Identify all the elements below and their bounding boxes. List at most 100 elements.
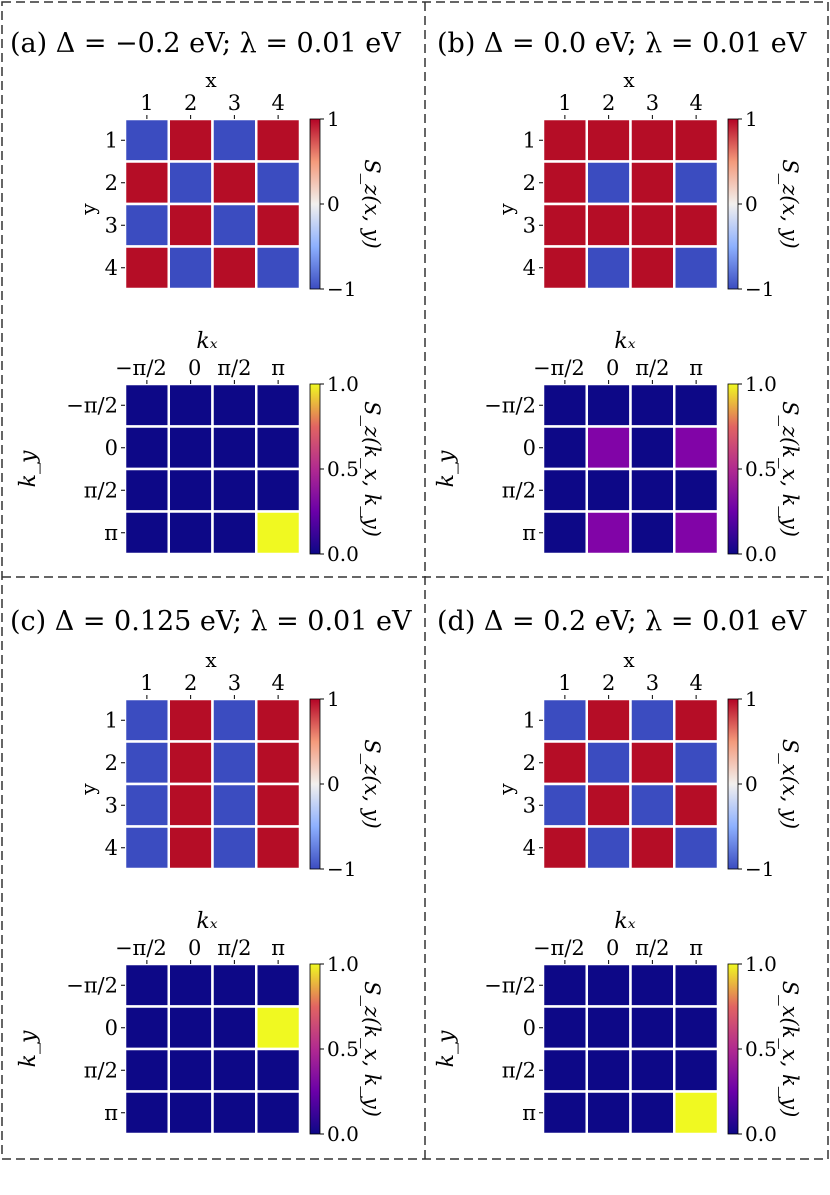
x-axis-label: x: [205, 648, 217, 672]
y-tick-label: 4: [523, 836, 536, 860]
colorbar-tick-label: 0.0: [745, 1122, 777, 1146]
y-tick-label: 4: [523, 256, 536, 280]
heatmap-cell: [123, 467, 170, 513]
y-tick-label: 2: [523, 171, 536, 195]
heatmap-cell: [211, 510, 258, 556]
x-tick-label: −π/2: [533, 936, 585, 960]
heatmap-cell: [585, 202, 632, 248]
heatmap-cell: [629, 425, 676, 471]
heatmap-b-real: 1 2 3 4 1 2 3 4 x y 1 0 −1 S_z(x, y): [494, 68, 802, 301]
heatmap-cell: [673, 425, 720, 471]
x-tick-label: 2: [602, 671, 615, 695]
x-tick-label: 4: [689, 91, 702, 115]
heatmap-cell: [211, 425, 258, 471]
y-tick-label: π/2: [84, 478, 118, 502]
heatmap-cell: [541, 1090, 588, 1136]
heatmap-cell: [123, 1005, 170, 1051]
y-tick-label: 1: [105, 708, 118, 732]
x-tick-label: −π/2: [115, 356, 167, 380]
colorbar-tick-label: 0.5: [745, 1037, 777, 1061]
heatmap-cell: [255, 160, 302, 206]
x-tick-label: 0: [606, 936, 619, 960]
heatmap-cell: [673, 825, 720, 871]
colorbar-label: S_z(k_x, k_y): [360, 401, 384, 537]
y-axis-label: y: [76, 783, 100, 796]
heatmap-cell: [167, 782, 214, 828]
heatmap-cell: [255, 245, 302, 291]
heatmap-cell: [585, 782, 632, 828]
heatmap-cell: [541, 160, 588, 206]
y-tick-label: π: [522, 1101, 536, 1125]
heatmap-cell: [673, 1090, 720, 1136]
y-tick-label: −π/2: [484, 393, 536, 417]
colorbar-label: S_x(k_x, k_y): [778, 981, 802, 1118]
heatmap-cell: [629, 160, 676, 206]
panel-d-title: (d) Δ = 0.2 eV; λ = 0.01 eV: [437, 606, 807, 637]
heatmap-cell: [255, 382, 302, 428]
heatmap-cell: [585, 160, 632, 206]
heatmap-cell: [167, 202, 214, 248]
x-tick-label: 3: [228, 671, 241, 695]
y-tick-label: 2: [105, 751, 118, 775]
heatmap-cell: [255, 1005, 302, 1051]
heatmap-cell: [541, 425, 588, 471]
colorbar: [309, 383, 321, 555]
colorbar-tick-label: 0.0: [745, 542, 777, 566]
y-axis-label: k_y: [16, 1030, 41, 1067]
x-axis-label: kₓ: [196, 329, 217, 354]
colorbar-tick-label: 0.0: [327, 542, 359, 566]
heatmap-cell: [629, 117, 676, 163]
heatmap-cell: [673, 382, 720, 428]
heatmap-cell: [167, 962, 214, 1008]
heatmap-cell: [629, 382, 676, 428]
x-tick-label: π/2: [217, 356, 251, 380]
y-tick-label: π: [522, 521, 536, 545]
heatmap-cell: [585, 245, 632, 291]
heatmap-cell: [255, 202, 302, 248]
heatmap-plots: 1 2 3 4 1 2 3 4 x y 1 0 −1 S_z(x, y) −π/2 0 π/2 π −π/2 0 π/2…: [16, 68, 802, 1146]
x-tick-label: 2: [184, 671, 197, 695]
colorbar: [309, 118, 321, 290]
x-axis-label: x: [623, 68, 635, 92]
heatmap-cell: [585, 467, 632, 513]
y-axis-label: y: [76, 203, 100, 216]
heatmap-cell: [167, 1005, 214, 1051]
y-tick-label: −π/2: [484, 973, 536, 997]
y-axis-label: k_y: [434, 450, 459, 487]
colorbar-label: S_z(x, y): [360, 159, 384, 248]
x-tick-label: 3: [646, 91, 659, 115]
heatmap-cell: [629, 202, 676, 248]
heatmap-cell: [585, 117, 632, 163]
x-tick-label: 4: [271, 91, 284, 115]
heatmap-cell: [541, 1047, 588, 1093]
heatmap-cell: [629, 1090, 676, 1136]
heatmap-cell: [123, 740, 170, 786]
colorbar-tick-label: 1: [745, 107, 758, 131]
heatmap-cell: [123, 782, 170, 828]
heatmap-cell: [673, 160, 720, 206]
x-tick-label: 4: [689, 671, 702, 695]
heatmap-cell: [167, 825, 214, 871]
colorbar: [309, 698, 321, 870]
heatmap-cell: [541, 1005, 588, 1051]
heatmap-cell: [211, 1005, 258, 1051]
colorbar-label: S_z(k_x, k_y): [778, 401, 802, 537]
heatmap-c-k: −π/2 0 π/2 π −π/2 0 π/2 π kₓ k_y 1.0 0.5 0.0S_z(k_x,…: [16, 909, 384, 1146]
heatmap-cell: [673, 202, 720, 248]
heatmap-cell: [123, 202, 170, 248]
heatmap-b-k: −π/2 0 π/2 π −π/2 0 π/2 π kₓ k_y 1.0 0.5 0.0S_z(k_x,…: [434, 329, 802, 566]
heatmap-cell: [255, 1047, 302, 1093]
colorbar-tick-label: 0.0: [327, 1122, 359, 1146]
y-axis-label: k_y: [16, 450, 41, 487]
heatmap-cell: [673, 510, 720, 556]
x-tick-label: 3: [646, 671, 659, 695]
heatmap-cell: [541, 697, 588, 743]
heatmap-cell: [673, 245, 720, 291]
heatmap-cell: [123, 825, 170, 871]
heatmap-cell: [123, 245, 170, 291]
heatmap-cell: [585, 1090, 632, 1136]
heatmap-cell: [673, 782, 720, 828]
heatmap-cell: [123, 697, 170, 743]
colorbar-label: S_z(x, y): [360, 739, 384, 828]
heatmap-cell: [167, 160, 214, 206]
